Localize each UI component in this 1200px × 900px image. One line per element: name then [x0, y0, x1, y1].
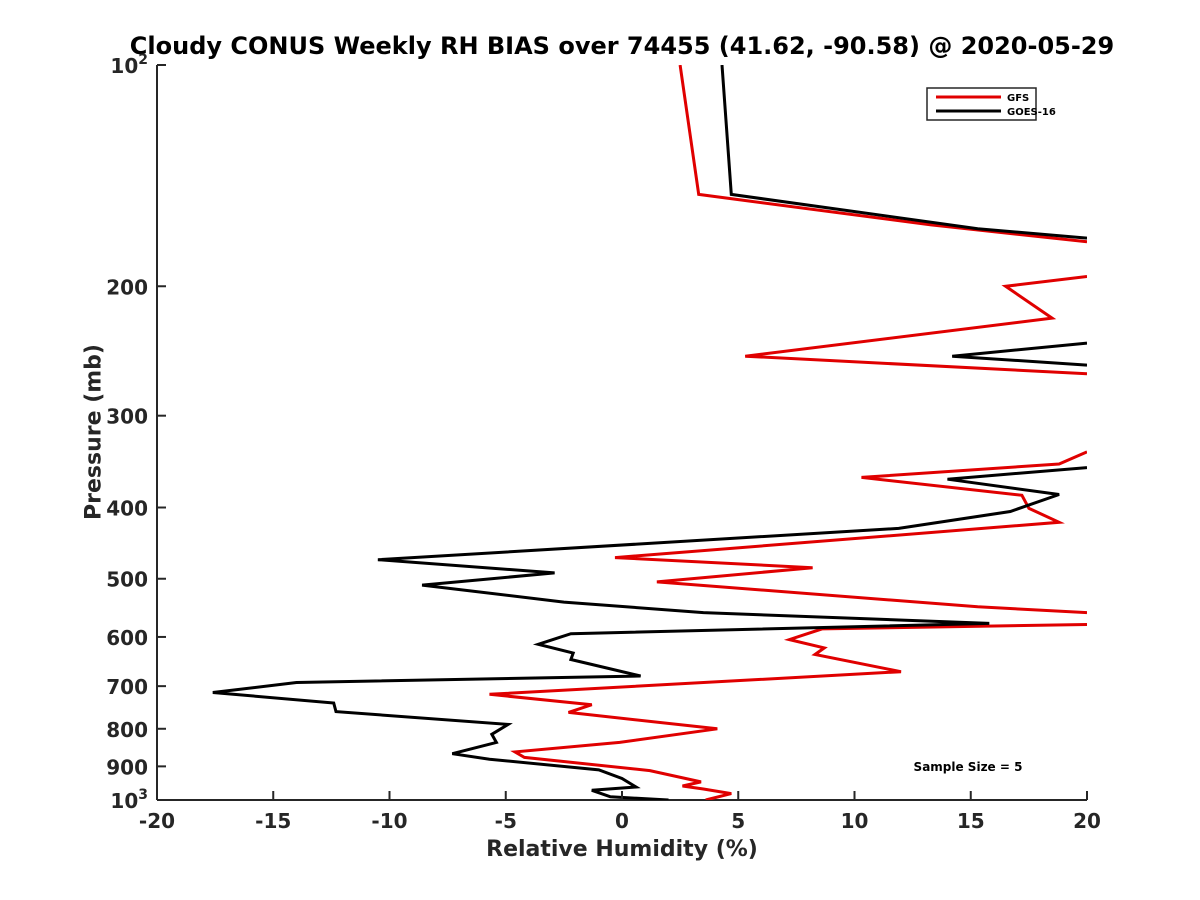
x-tick-label: 15 [957, 809, 985, 833]
y-tick-label: 700 [106, 675, 148, 699]
y-tick-label: 102 [110, 52, 148, 78]
y-axis: 102 200 300 400 500 600 700 800 900 103 [106, 52, 166, 813]
series-line-goes-16-segment-2 [952, 341, 1087, 367]
series-line-gfs-segment-1 [678, 65, 1087, 244]
legend-box [926, 87, 1037, 121]
y-tick-label: 600 [106, 626, 148, 650]
series-line-gfs-segment-4 [489, 623, 1087, 800]
x-tick-label: 10 [841, 809, 869, 833]
y-tick-label: 800 [106, 718, 148, 742]
y-tick-label: 500 [106, 568, 148, 592]
x-tick-label: 20 [1073, 809, 1101, 833]
series-line-gfs-segment-3 [614, 450, 1087, 615]
series-line-goes-16-segment-3 [212, 466, 1087, 800]
x-axis-label: Relative Humidity (%) [486, 837, 758, 862]
y-tick-label: 103 [110, 787, 148, 813]
series-line-gfs-segment-2 [745, 275, 1087, 376]
x-axis: -20 -15 -10 -5 0 5 10 15 20 [139, 791, 1101, 833]
x-tick-label: -5 [495, 809, 517, 833]
x-tick-label: -20 [139, 809, 175, 833]
legend: GFS GOES-16 [926, 87, 1056, 121]
x-tick-label: -15 [255, 809, 291, 833]
x-tick-label: 5 [731, 809, 745, 833]
y-tick-label: 300 [106, 405, 148, 429]
x-tick-label: 0 [615, 809, 629, 833]
series-line-goes-16-segment-1 [720, 65, 1087, 240]
sample-size-annotation: Sample Size = 5 [914, 760, 1023, 774]
y-tick-label: 400 [106, 497, 148, 521]
plot-area [156, 65, 1087, 801]
legend-label-gfs: GFS [1007, 93, 1029, 104]
x-tick-label: -10 [371, 809, 407, 833]
y-axis-label: Pressure (mb) [82, 344, 107, 520]
y-tick-label: 900 [106, 755, 148, 779]
chart-title: Cloudy CONUS Weekly RH BIAS over 74455 (… [130, 32, 1114, 60]
legend-label-goes-16: GOES-16 [1007, 107, 1056, 118]
y-tick-label: 200 [106, 275, 148, 299]
